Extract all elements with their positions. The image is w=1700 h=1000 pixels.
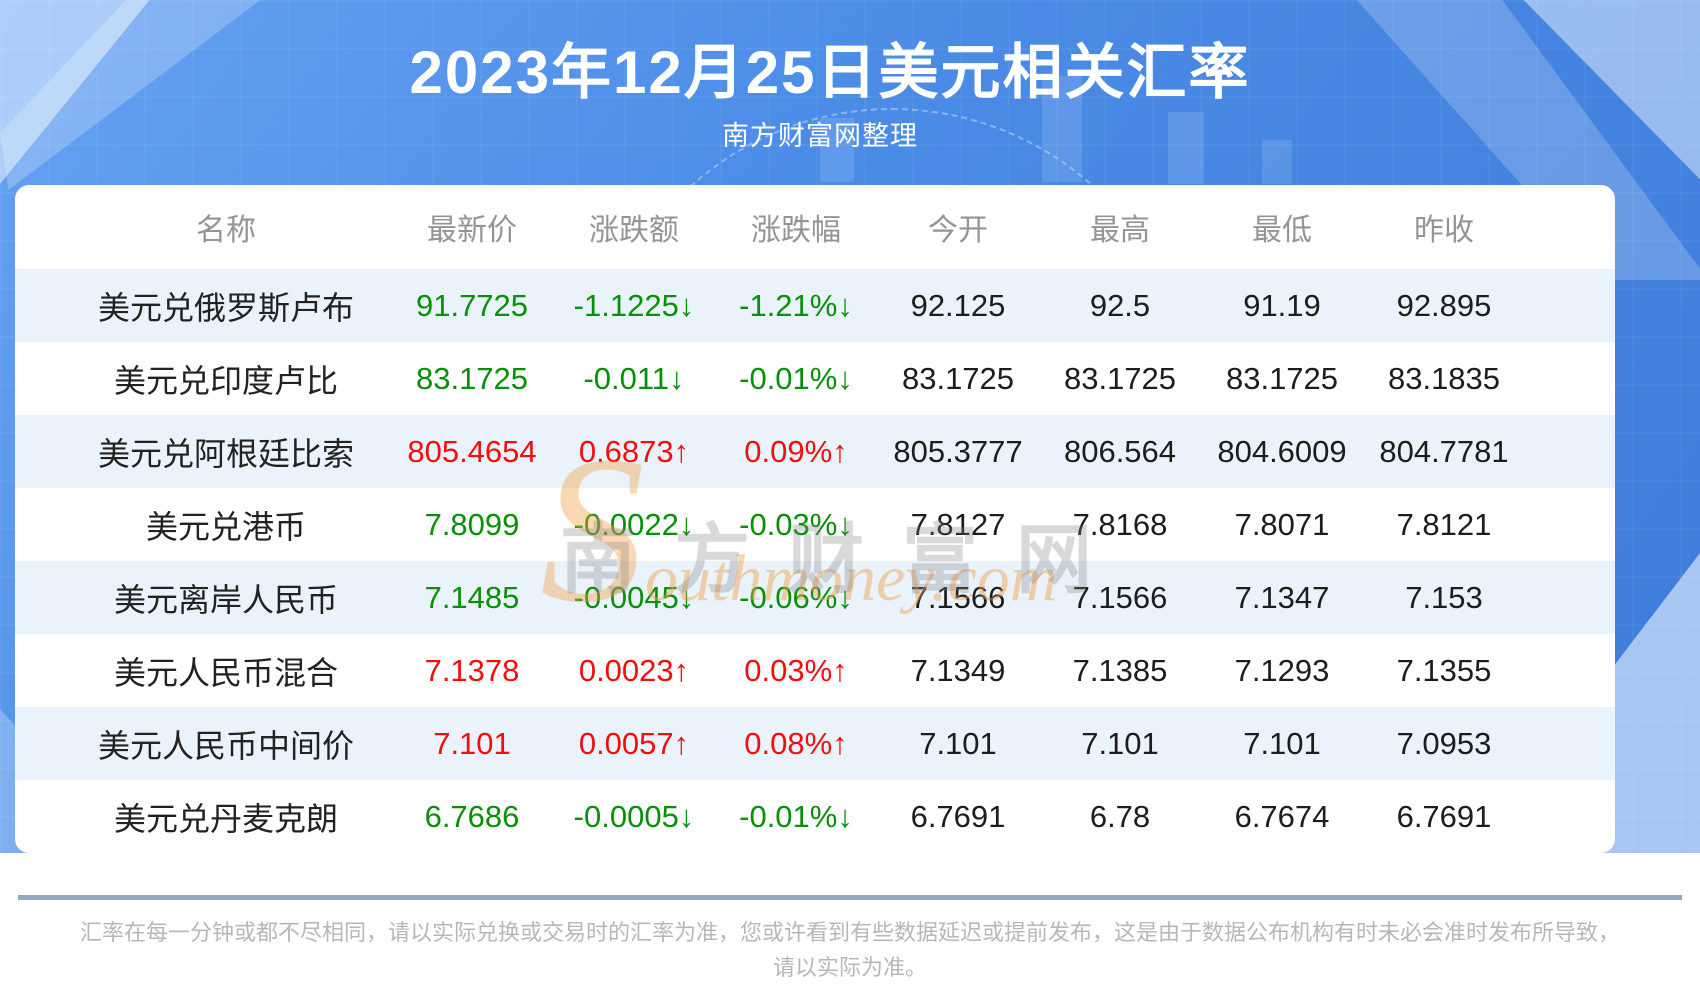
cell-open: 7.8127 <box>910 506 1006 542</box>
cell-change-amount: 0.0023↑ <box>578 652 690 688</box>
cell-high: 92.5 <box>1089 287 1151 323</box>
cell-prev-close: 83.1835 <box>1387 360 1501 396</box>
cell-currency-name: 美元兑港币 <box>145 508 306 545</box>
cell-currency-name: 美元人民币中间价 <box>97 727 354 764</box>
table-row: 美元兑俄罗斯卢布 91.7725 -1.1225↓ -1.21%↓ 92.125 92.5… <box>15 269 1615 342</box>
cell-change-amount: -0.0045↓ <box>573 579 695 615</box>
cell-low: 7.1347 <box>1234 579 1330 615</box>
cell-open: 83.1725 <box>901 360 1015 396</box>
cell-latest-price: 7.101 <box>433 725 511 761</box>
cell-low: 7.101 <box>1243 725 1321 761</box>
page-title: 2023年12月25日美元相关汇率 <box>409 39 1251 106</box>
cell-high: 7.1385 <box>1072 652 1168 688</box>
cell-low: 804.6009 <box>1217 433 1347 469</box>
cell-high: 7.1566 <box>1072 579 1168 615</box>
cell-low: 91.19 <box>1243 287 1321 323</box>
table-header-row: 名称 最新价 涨跌额 涨跌幅 今开 最高 最低 昨收 <box>15 185 1615 269</box>
cell-open: 92.125 <box>910 287 1006 323</box>
column-header: 最高 <box>1090 214 1150 247</box>
cell-latest-price: 7.1378 <box>424 652 520 688</box>
table-row: 美元兑丹麦克朗 6.7686 -0.0005↓ -0.01%↓ 6.7691 6.78 6.… <box>15 780 1615 853</box>
cell-low: 6.7674 <box>1234 798 1330 834</box>
column-header: 涨跌额 <box>589 214 679 247</box>
disclaimer-line-1: 汇率在每一分钟或都不尽相同，请以实际兑换或交易时的汇率为准，您或许看到有些数据延… <box>79 920 1620 945</box>
cell-change-amount: -0.0022↓ <box>573 506 695 542</box>
column-header: 涨跌幅 <box>751 214 841 247</box>
cell-prev-close: 7.1355 <box>1396 652 1492 688</box>
cell-open: 7.101 <box>919 725 997 761</box>
cell-open: 7.1349 <box>910 652 1006 688</box>
column-header: 今开 <box>928 214 988 247</box>
table-row: 美元人民币中间价 7.101 0.0057↑ 0.08%↑ 7.101 7.101 7.10… <box>15 707 1615 780</box>
cell-currency-name: 美元离岸人民币 <box>113 581 338 618</box>
cell-low: 7.8071 <box>1234 506 1330 542</box>
table-row: 美元兑印度卢比 83.1725 -0.011↓ -0.01%↓ 83.1725 83.17… <box>15 342 1615 415</box>
cell-latest-price: 91.7725 <box>415 287 529 323</box>
column-header: 昨收 <box>1414 214 1474 247</box>
cell-latest-price: 805.4654 <box>407 433 537 469</box>
cell-currency-name: 美元兑俄罗斯卢布 <box>97 289 354 326</box>
cell-prev-close: 7.0953 <box>1396 725 1492 761</box>
candlestick-decoration <box>1042 76 1082 182</box>
table-row: 美元离岸人民币 7.1485 -0.0045↓ -0.06%↓ 7.1566 7.1566… <box>15 561 1615 634</box>
candlestick-decoration <box>1168 112 1204 184</box>
table-row: 美元人民币混合 7.1378 0.0023↑ 0.03%↑ 7.1349 7.1385 7.… <box>15 634 1615 707</box>
cell-latest-price: 7.1485 <box>424 579 520 615</box>
page-subtitle: 南方财富网整理 <box>722 121 918 151</box>
candlestick-decoration <box>1262 140 1292 184</box>
cell-change-percent: -0.06%↓ <box>739 579 853 615</box>
disclaimer-text: 汇率在每一分钟或都不尽相同，请以实际兑换或交易时的汇率为准，您或许看到有些数据延… <box>0 915 1700 985</box>
cell-change-amount: 0.6873↑ <box>578 433 690 469</box>
cell-latest-price: 7.8099 <box>424 506 520 542</box>
cell-currency-name: 美元兑阿根廷比索 <box>97 435 354 472</box>
cell-open: 6.7691 <box>910 798 1006 834</box>
column-header: 最低 <box>1252 214 1312 247</box>
table-row: 美元兑阿根廷比索 805.4654 0.6873↑ 0.09%↑ 805.3777 806… <box>15 415 1615 488</box>
column-header: 最新价 <box>427 214 517 247</box>
candlestick-decoration <box>820 118 854 182</box>
cell-latest-price: 83.1725 <box>415 360 529 396</box>
cell-open: 7.1566 <box>910 579 1006 615</box>
column-header: 名称 <box>196 214 256 247</box>
cell-prev-close: 804.7781 <box>1379 433 1509 469</box>
cell-high: 83.1725 <box>1063 360 1177 396</box>
cell-prev-close: 92.895 <box>1396 287 1492 323</box>
cell-high: 7.8168 <box>1072 506 1168 542</box>
cell-open: 805.3777 <box>893 433 1023 469</box>
cell-low: 7.1293 <box>1234 652 1330 688</box>
cell-change-amount: 0.0057↑ <box>578 725 690 761</box>
cell-currency-name: 美元兑丹麦克朗 <box>113 800 338 837</box>
cell-prev-close: 7.153 <box>1405 579 1483 615</box>
cell-currency-name: 美元兑印度卢比 <box>113 362 338 399</box>
cell-change-percent: 0.08%↑ <box>744 725 848 761</box>
cell-change-percent: -0.01%↓ <box>739 798 853 834</box>
cell-change-percent: -0.01%↓ <box>739 360 853 396</box>
table-body: 美元兑俄罗斯卢布 91.7725 -1.1225↓ -1.21%↓ 92.125 92.5… <box>15 269 1615 853</box>
cell-high: 7.101 <box>1081 725 1159 761</box>
cell-latest-price: 6.7686 <box>424 798 520 834</box>
cell-currency-name: 美元人民币混合 <box>113 654 338 691</box>
cell-change-percent: 0.09%↑ <box>744 433 848 469</box>
cell-change-amount: -0.011↓ <box>583 360 685 396</box>
disclaimer-line-2: 请以实际为准。 <box>772 955 927 980</box>
cell-change-amount: -0.0005↓ <box>573 798 695 834</box>
cell-prev-close: 7.8121 <box>1396 506 1492 542</box>
cell-high: 6.78 <box>1089 798 1151 834</box>
cell-change-amount: -1.1225↓ <box>573 287 695 323</box>
footer-divider <box>18 895 1682 900</box>
cell-prev-close: 6.7691 <box>1396 798 1492 834</box>
rates-table-card: 名称 最新价 涨跌额 涨跌幅 今开 最高 最低 昨收 美元兑俄罗斯卢布 91.7725 -1.12… <box>15 185 1615 853</box>
cell-change-percent: -0.03%↓ <box>739 506 853 542</box>
table-row: 美元兑港币 7.8099 -0.0022↓ -0.03%↓ 7.8127 7.8168 7.… <box>15 488 1615 561</box>
cell-change-percent: -1.21%↓ <box>739 287 853 323</box>
cell-high: 806.564 <box>1063 433 1177 469</box>
cell-low: 83.1725 <box>1225 360 1339 396</box>
cell-change-percent: 0.03%↑ <box>744 652 848 688</box>
